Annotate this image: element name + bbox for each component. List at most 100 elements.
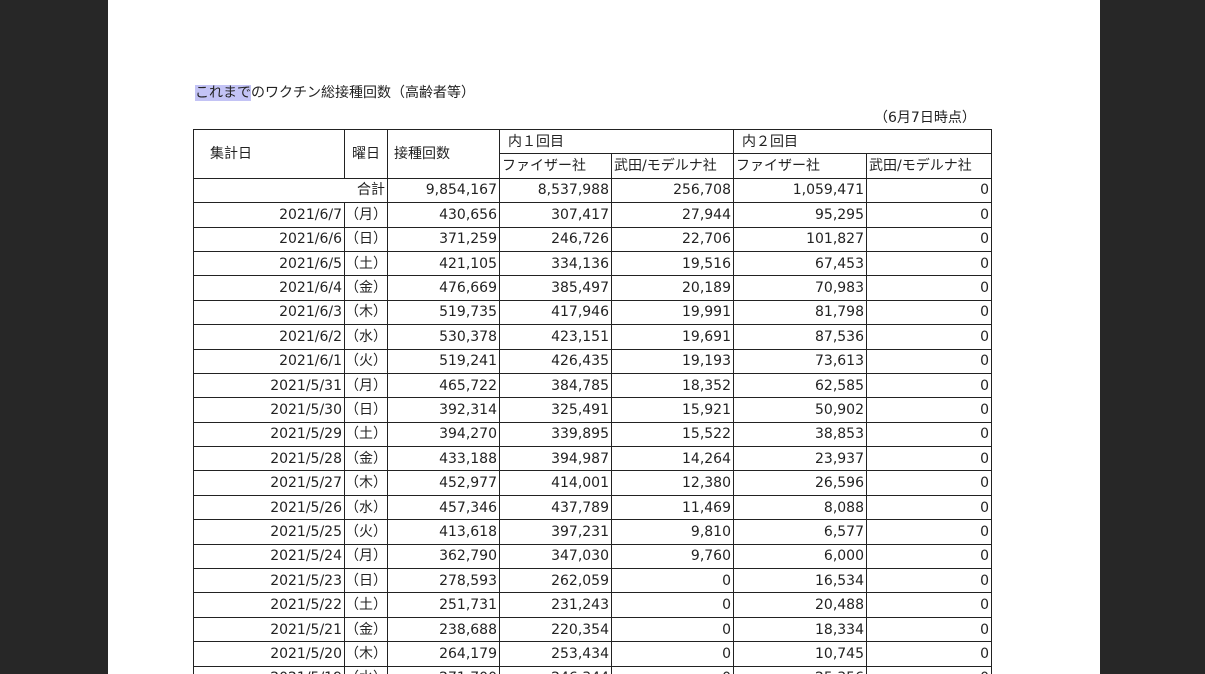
totals-cell: 9,854,167	[387, 177, 500, 204]
header-date: 集計日	[193, 129, 345, 179]
cell-first-moderna: 19,691	[611, 324, 734, 350]
header-first-dose: 内１回目	[499, 128, 734, 155]
cell-first-pfizer: 253,434	[499, 641, 612, 667]
header-first-moderna: 武田/モデルナ社	[611, 153, 734, 179]
cell-date: 2021/6/4	[193, 275, 345, 301]
cell-total: 264,179	[387, 641, 500, 667]
cell-second-moderna: 0	[866, 519, 992, 545]
cell-second-moderna: 0	[866, 616, 992, 643]
cell-date: 2021/5/30	[193, 397, 345, 423]
cell-second-moderna: 0	[866, 324, 992, 350]
cell-weekday: （火）	[344, 519, 388, 545]
cell-first-pfizer: 307,417	[499, 202, 612, 228]
cell-weekday: （金）	[344, 616, 388, 643]
cell-date: 2021/5/27	[193, 470, 345, 496]
cell-date: 2021/6/6	[193, 226, 345, 252]
cell-total: 452,977	[387, 470, 500, 496]
header-second-moderna: 武田/モデルナ社	[866, 153, 992, 179]
cell-first-moderna: 22,706	[611, 226, 734, 252]
selected-text[interactable]: これまで	[195, 85, 251, 101]
cell-second-pfizer: 101,827	[733, 226, 867, 252]
cell-first-moderna: 27,944	[611, 202, 734, 228]
cell-second-moderna: 0	[866, 250, 992, 277]
cell-date: 2021/5/28	[193, 446, 345, 472]
cell-first-moderna: 14,264	[611, 446, 734, 472]
table-row: 2021/5/22 （土） 251,731 231,243 0 20,488 0	[193, 592, 992, 618]
table-row: 2021/5/21 （金） 238,688 220,354 0 18,334 0	[193, 616, 992, 643]
cell-date: 2021/6/1	[193, 348, 345, 374]
cell-weekday: （月）	[344, 202, 388, 228]
cell-first-pfizer: 347,030	[499, 543, 612, 570]
table-row: 2021/5/30 （日） 392,314 325,491 15,921 50,902 0	[193, 397, 992, 423]
cell-date: 2021/5/29	[193, 421, 345, 448]
cell-first-moderna: 11,469	[611, 494, 734, 521]
cell-total: 392,314	[387, 397, 500, 423]
cell-total: 421,105	[387, 250, 500, 277]
table-row: 2021/5/29 （土） 394,270 339,895 15,522 38,853 0	[193, 421, 992, 448]
cell-date: 2021/5/22	[193, 592, 345, 618]
table-row: 2021/6/4 （金） 476,669 385,497 20,189 70,983 0	[193, 275, 992, 301]
cell-first-moderna: 15,921	[611, 397, 734, 423]
cell-date: 2021/5/24	[193, 543, 345, 570]
cell-first-pfizer: 262,059	[499, 568, 612, 594]
table-row: 2021/5/19（水）271,700246,344025,3560	[193, 665, 992, 674]
table-row: 2021/6/1 （火） 519,241 426,435 19,193 73,613 0	[193, 348, 992, 374]
cell-weekday: （水）	[344, 665, 388, 674]
table-row: 2021/6/7 （月） 430,656 307,417 27,944 95,295 0	[193, 202, 992, 228]
cell-date: 2021/6/7	[193, 202, 345, 228]
cell-total: 519,735	[387, 299, 500, 326]
cell-first-pfizer: 220,354	[499, 616, 612, 643]
cell-second-pfizer: 23,937	[733, 446, 867, 472]
cell-second-pfizer: 26,596	[733, 470, 867, 496]
cell-first-pfizer: 339,895	[499, 421, 612, 448]
cell-second-moderna: 0	[866, 446, 992, 472]
cell-second-moderna: 0	[866, 397, 992, 423]
cell-first-moderna: 0	[611, 665, 734, 674]
table-row: 2021/5/20 （木） 264,179 253,434 0 10,745 0	[193, 641, 992, 667]
cell-second-moderna: 0	[866, 275, 992, 301]
cell-second-pfizer: 50,902	[733, 397, 867, 423]
cell-second-moderna: 0	[866, 665, 992, 674]
cell-second-moderna: 0	[866, 372, 992, 399]
cell-weekday: （水）	[344, 494, 388, 521]
cell-first-pfizer: 414,001	[499, 470, 612, 496]
cell-weekday: （月）	[344, 543, 388, 570]
cell-first-moderna: 9,760	[611, 543, 734, 570]
totals-label: 合計	[193, 177, 388, 204]
cell-total: 519,241	[387, 348, 500, 374]
vaccination-table: 集計日 曜日 接種回数 内１回目 内２回目 ファイザー社 武田/モデルナ社 ファ…	[193, 128, 992, 674]
cell-total: 238,688	[387, 616, 500, 643]
cell-first-moderna: 12,380	[611, 470, 734, 496]
table-row: 2021/6/6 （日） 371,259 246,726 22,706 101,827 0	[193, 226, 992, 252]
cell-total: 271,700	[387, 665, 500, 674]
table-row: 2021/5/25 （火） 413,618 397,231 9,810 6,577 0	[193, 519, 992, 545]
cell-weekday: （金）	[344, 446, 388, 472]
cell-total: 413,618	[387, 519, 500, 545]
cell-first-moderna: 0	[611, 592, 734, 618]
cell-total: 457,346	[387, 494, 500, 521]
header-first-pfizer: ファイザー社	[499, 153, 612, 179]
cell-second-moderna: 0	[866, 543, 992, 570]
cell-weekday: （木）	[344, 299, 388, 326]
cell-date: 2021/5/25	[193, 519, 345, 545]
table-row: 2021/5/26 （水） 457,346 437,789 11,469 8,088 0	[193, 494, 992, 521]
table-row: 2021/5/31 （月） 465,722 384,785 18,352 62,585 0	[193, 372, 992, 399]
cell-first-pfizer: 334,136	[499, 250, 612, 277]
cell-weekday: （土）	[344, 592, 388, 618]
document-title: これまでのワクチン総接種回数（高齢者等）	[195, 82, 475, 102]
cell-first-moderna: 19,516	[611, 250, 734, 277]
cell-first-pfizer: 384,785	[499, 372, 612, 399]
cell-weekday: （金）	[344, 275, 388, 301]
cell-second-pfizer: 18,334	[733, 616, 867, 643]
cell-second-pfizer: 6,577	[733, 519, 867, 545]
cell-second-moderna: 0	[866, 641, 992, 667]
cell-first-moderna: 19,193	[611, 348, 734, 374]
cell-second-pfizer: 10,745	[733, 641, 867, 667]
cell-weekday: （日）	[344, 397, 388, 423]
cell-date: 2021/5/19	[193, 665, 345, 674]
totals-cell: 0	[866, 177, 992, 204]
table-row: 2021/5/28 （金） 433,188 394,987 14,264 23,937 0	[193, 446, 992, 472]
cell-second-pfizer: 81,798	[733, 299, 867, 326]
cell-weekday: （土）	[344, 250, 388, 277]
cell-date: 2021/6/5	[193, 250, 345, 277]
